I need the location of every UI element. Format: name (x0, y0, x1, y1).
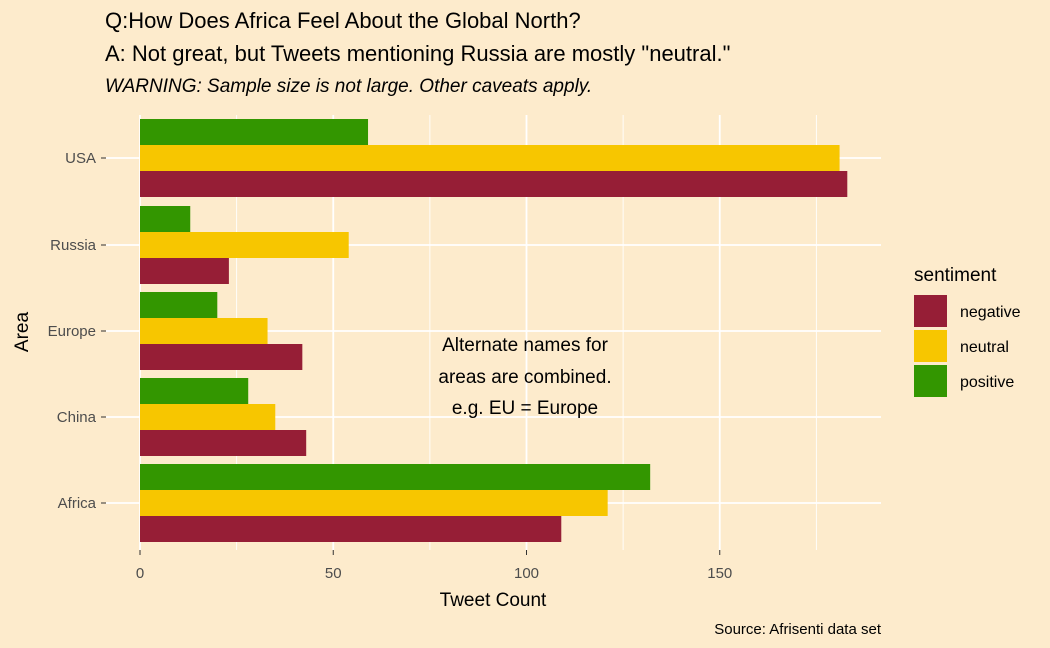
bar-russia-neutral (140, 232, 349, 258)
bar-usa-negative (140, 171, 848, 197)
annotation: Alternate names for areas are combined. … (438, 335, 611, 419)
x-tick-label: 150 (707, 565, 732, 582)
bar-russia-negative (140, 258, 229, 284)
chart-caption: Source: Afrisenti data set (714, 621, 882, 638)
y-axis-title: Area (12, 312, 33, 353)
bar-china-negative (140, 430, 307, 456)
chart-title-line-1: Q:How Does Africa Feel About the Global … (105, 8, 581, 33)
bar-china-positive (140, 378, 249, 404)
x-tick-label: 50 (325, 565, 342, 582)
annotation-line-2: areas are combined. (438, 367, 611, 388)
y-tick-label-europe: Europe (48, 323, 96, 340)
legend-key-negative (914, 295, 947, 327)
y-tick-label-africa: Africa (58, 495, 97, 512)
bar-europe-neutral (140, 318, 268, 344)
bar-russia-positive (140, 206, 191, 232)
annotation-line-1: Alternate names for (442, 335, 608, 356)
y-axis: Africa China Europe Russia USA (48, 150, 106, 512)
x-tick-label: 0 (136, 565, 144, 582)
bar-africa-negative (140, 516, 562, 542)
bar-europe-positive (140, 292, 218, 318)
bars (140, 119, 848, 542)
legend-label-positive: positive (960, 374, 1014, 391)
legend-key-positive (914, 365, 947, 397)
chart-subtitle: WARNING: Sample size is not large. Other… (105, 76, 592, 97)
bar-europe-negative (140, 344, 303, 370)
legend: sentiment negative neutral positive (914, 265, 1021, 397)
bar-africa-positive (140, 464, 651, 490)
x-tick-label: 100 (514, 565, 539, 582)
legend-title: sentiment (914, 265, 997, 286)
legend-label-neutral: neutral (960, 339, 1009, 356)
chart-titles: Q:How Does Africa Feel About the Global … (105, 8, 730, 97)
legend-key-neutral (914, 330, 947, 362)
x-axis: 0 50 100 150 (136, 550, 732, 582)
y-tick-label-china: China (57, 409, 97, 426)
x-axis-title: Tweet Count (440, 590, 547, 611)
bar-africa-neutral (140, 490, 608, 516)
annotation-line-3: e.g. EU = Europe (452, 398, 598, 419)
y-tick-label-usa: USA (65, 150, 96, 167)
bar-china-neutral (140, 404, 276, 430)
chart-title-line-2: A: Not great, but Tweets mentioning Russ… (105, 41, 730, 66)
bar-usa-neutral (140, 145, 840, 171)
legend-label-negative: negative (960, 304, 1021, 321)
y-tick-label-russia: Russia (50, 237, 97, 254)
bar-usa-positive (140, 119, 369, 145)
